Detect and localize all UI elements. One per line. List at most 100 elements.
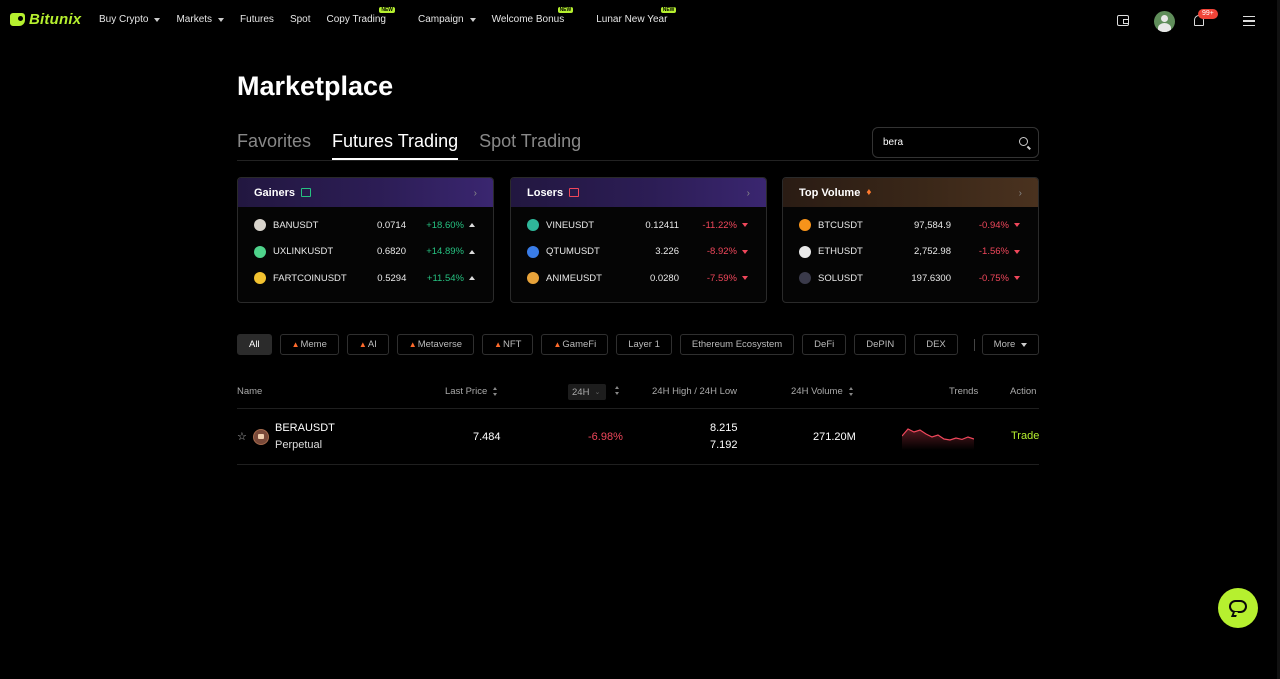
chat-support-button[interactable] <box>1218 588 1258 628</box>
column-header-last-price[interactable]: Last Price <box>445 386 498 397</box>
nav-item-welcome-bonus[interactable]: Welcome Bonus NEW <box>491 7 574 25</box>
tab-favorites[interactable]: Favorites <box>237 131 312 151</box>
table-divider <box>237 408 1039 409</box>
coin-icon <box>527 272 539 285</box>
coin-icon <box>254 219 266 232</box>
coin-icon <box>799 245 811 258</box>
column-header-high-low: 24H High / 24H Low <box>652 386 738 397</box>
wallet-icon[interactable] <box>1117 15 1129 26</box>
losers-card: Losers › VINEUSDT 0.12411 -11.22% QTUMUS… <box>510 177 767 303</box>
losers-card-header[interactable]: Losers › <box>511 178 766 207</box>
filter-chip-defi[interactable]: DeFi <box>802 334 847 355</box>
nav-item-spot[interactable]: Spot <box>289 14 311 25</box>
last-price: 7.484 <box>473 431 501 443</box>
scrollbar[interactable] <box>1277 0 1280 679</box>
nav-item-lunar-new-year[interactable]: Lunar New Year NEW <box>596 7 677 25</box>
sparkline-line <box>902 428 974 441</box>
card-title: Gainers <box>254 186 295 199</box>
arrow-down-icon <box>1014 249 1020 254</box>
star-icon[interactable]: ☆ <box>237 431 247 443</box>
chevron-down-icon: ⌄ <box>594 389 601 396</box>
list-item[interactable]: BANUSDT 0.0714 +18.60% <box>238 212 493 239</box>
chevron-right-icon[interactable]: › <box>473 188 477 199</box>
filter-chip-metaverse[interactable]: ▲ Metaverse <box>396 334 475 355</box>
logo-text: Bitunix <box>29 11 82 28</box>
arrow-up-icon <box>469 223 475 228</box>
arrow-up-icon <box>469 276 475 281</box>
trend-down-icon <box>569 188 580 197</box>
column-header-action: Action <box>1010 386 1037 397</box>
trend-sparkline <box>902 428 974 450</box>
fire-icon: ▲ <box>553 340 562 349</box>
list-item[interactable]: ETHUSDT 2,752.98 -1.56% <box>783 239 1038 266</box>
coin-icon <box>254 245 266 258</box>
nav-item-markets[interactable]: Markets <box>176 14 225 25</box>
market-tabs: Favorites Futures Trading Spot Trading <box>237 131 581 160</box>
period-select[interactable]: 24H ⌄ <box>568 384 606 400</box>
filter-chip-ethereum-ecosystem[interactable]: Ethereum Ecosystem <box>679 334 795 355</box>
avatar[interactable] <box>1154 11 1175 32</box>
list-item[interactable]: BTCUSDT 97,584.9 -0.94% <box>783 212 1038 239</box>
logo[interactable]: Bitunix <box>10 11 81 28</box>
filter-chip-meme[interactable]: ▲ Meme <box>279 334 339 355</box>
sort-icon <box>493 387 498 396</box>
search-icon[interactable] <box>1019 137 1028 146</box>
fire-icon: ▲ <box>494 340 502 349</box>
arrow-up-icon <box>469 249 475 254</box>
volume-24h: 271.20M <box>813 431 856 443</box>
tabs-divider <box>237 160 1039 161</box>
tab-futures-trading[interactable]: Futures Trading <box>332 131 459 160</box>
high-24h: 8.215 <box>710 422 738 434</box>
top-volume-card-header[interactable]: Top Volume ♦ › <box>783 178 1038 207</box>
card-title: Top Volume <box>799 186 861 199</box>
chevron-right-icon[interactable]: › <box>1018 188 1022 199</box>
filter-chip-layer-1[interactable]: Layer 1 <box>616 334 672 355</box>
chevron-down-icon <box>154 17 161 22</box>
list-item[interactable]: UXLINKUSDT 0.6820 +14.89% <box>238 239 493 266</box>
trend-up-icon <box>300 188 311 197</box>
more-filters-button[interactable]: More <box>982 334 1039 355</box>
arrow-down-icon <box>742 276 748 281</box>
new-badge: NEW <box>557 7 574 13</box>
new-badge: NEW <box>379 7 395 13</box>
logo-icon <box>10 13 25 26</box>
nav-item-buy-crypto[interactable]: Buy Crypto <box>99 14 161 25</box>
filter-chip-nft[interactable]: ▲ NFT <box>482 334 534 355</box>
menu-icon[interactable] <box>1243 16 1255 26</box>
filter-chip-depin[interactable]: DePIN <box>854 334 907 355</box>
column-header-change-sort[interactable] <box>609 386 620 395</box>
chevron-down-icon <box>469 17 476 22</box>
sparkline-area <box>902 429 974 450</box>
list-item[interactable]: ANIMEUSDT 0.0280 -7.59% <box>511 265 766 292</box>
top-nav: Bitunix Buy Crypto Markets Futures Spot … <box>0 0 1280 42</box>
fire-icon: ▲ <box>358 340 367 349</box>
new-badge: NEW <box>660 7 677 13</box>
card-title: Losers <box>527 186 564 199</box>
fire-icon: ▲ <box>408 340 417 349</box>
column-header-name: Name <box>237 386 263 397</box>
coin-icon <box>799 219 811 232</box>
nav-item-futures[interactable]: Futures <box>240 14 274 25</box>
search-box <box>872 127 1039 158</box>
chat-icon <box>1229 600 1247 613</box>
pair-type: Perpetual <box>275 439 323 451</box>
chevron-right-icon[interactable]: › <box>746 188 750 199</box>
tab-spot-trading[interactable]: Spot Trading <box>479 131 582 151</box>
filter-chip-dex[interactable]: DEX <box>914 334 958 355</box>
list-item[interactable]: FARTCOINUSDT 0.5294 +11.54% <box>238 265 493 292</box>
filter-chip-all[interactable]: All <box>237 334 272 355</box>
column-header-volume[interactable]: 24H Volume <box>791 386 854 397</box>
nav-item-campaign[interactable]: Campaign <box>418 14 476 25</box>
trade-link[interactable]: Trade <box>1011 430 1040 442</box>
arrow-down-icon <box>742 249 748 254</box>
filter-chip-ai[interactable]: ▲ AI <box>346 334 389 355</box>
list-item[interactable]: SOLUSDT 197.6300 -0.75% <box>783 265 1038 292</box>
sort-icon <box>615 386 620 395</box>
list-item[interactable]: QTUMUSDT 3.226 -8.92% <box>511 239 766 266</box>
filter-chip-gamefi[interactable]: ▲ GameFi <box>541 334 609 355</box>
nav-menu: Buy Crypto Markets Futures Spot Copy Tra… <box>99 7 683 25</box>
nav-item-copy-trading[interactable]: Copy Trading NEW <box>326 7 395 25</box>
search-input[interactable] <box>883 137 1013 148</box>
gainers-card-header[interactable]: Gainers › <box>238 178 493 207</box>
list-item[interactable]: VINEUSDT 0.12411 -11.22% <box>511 212 766 239</box>
